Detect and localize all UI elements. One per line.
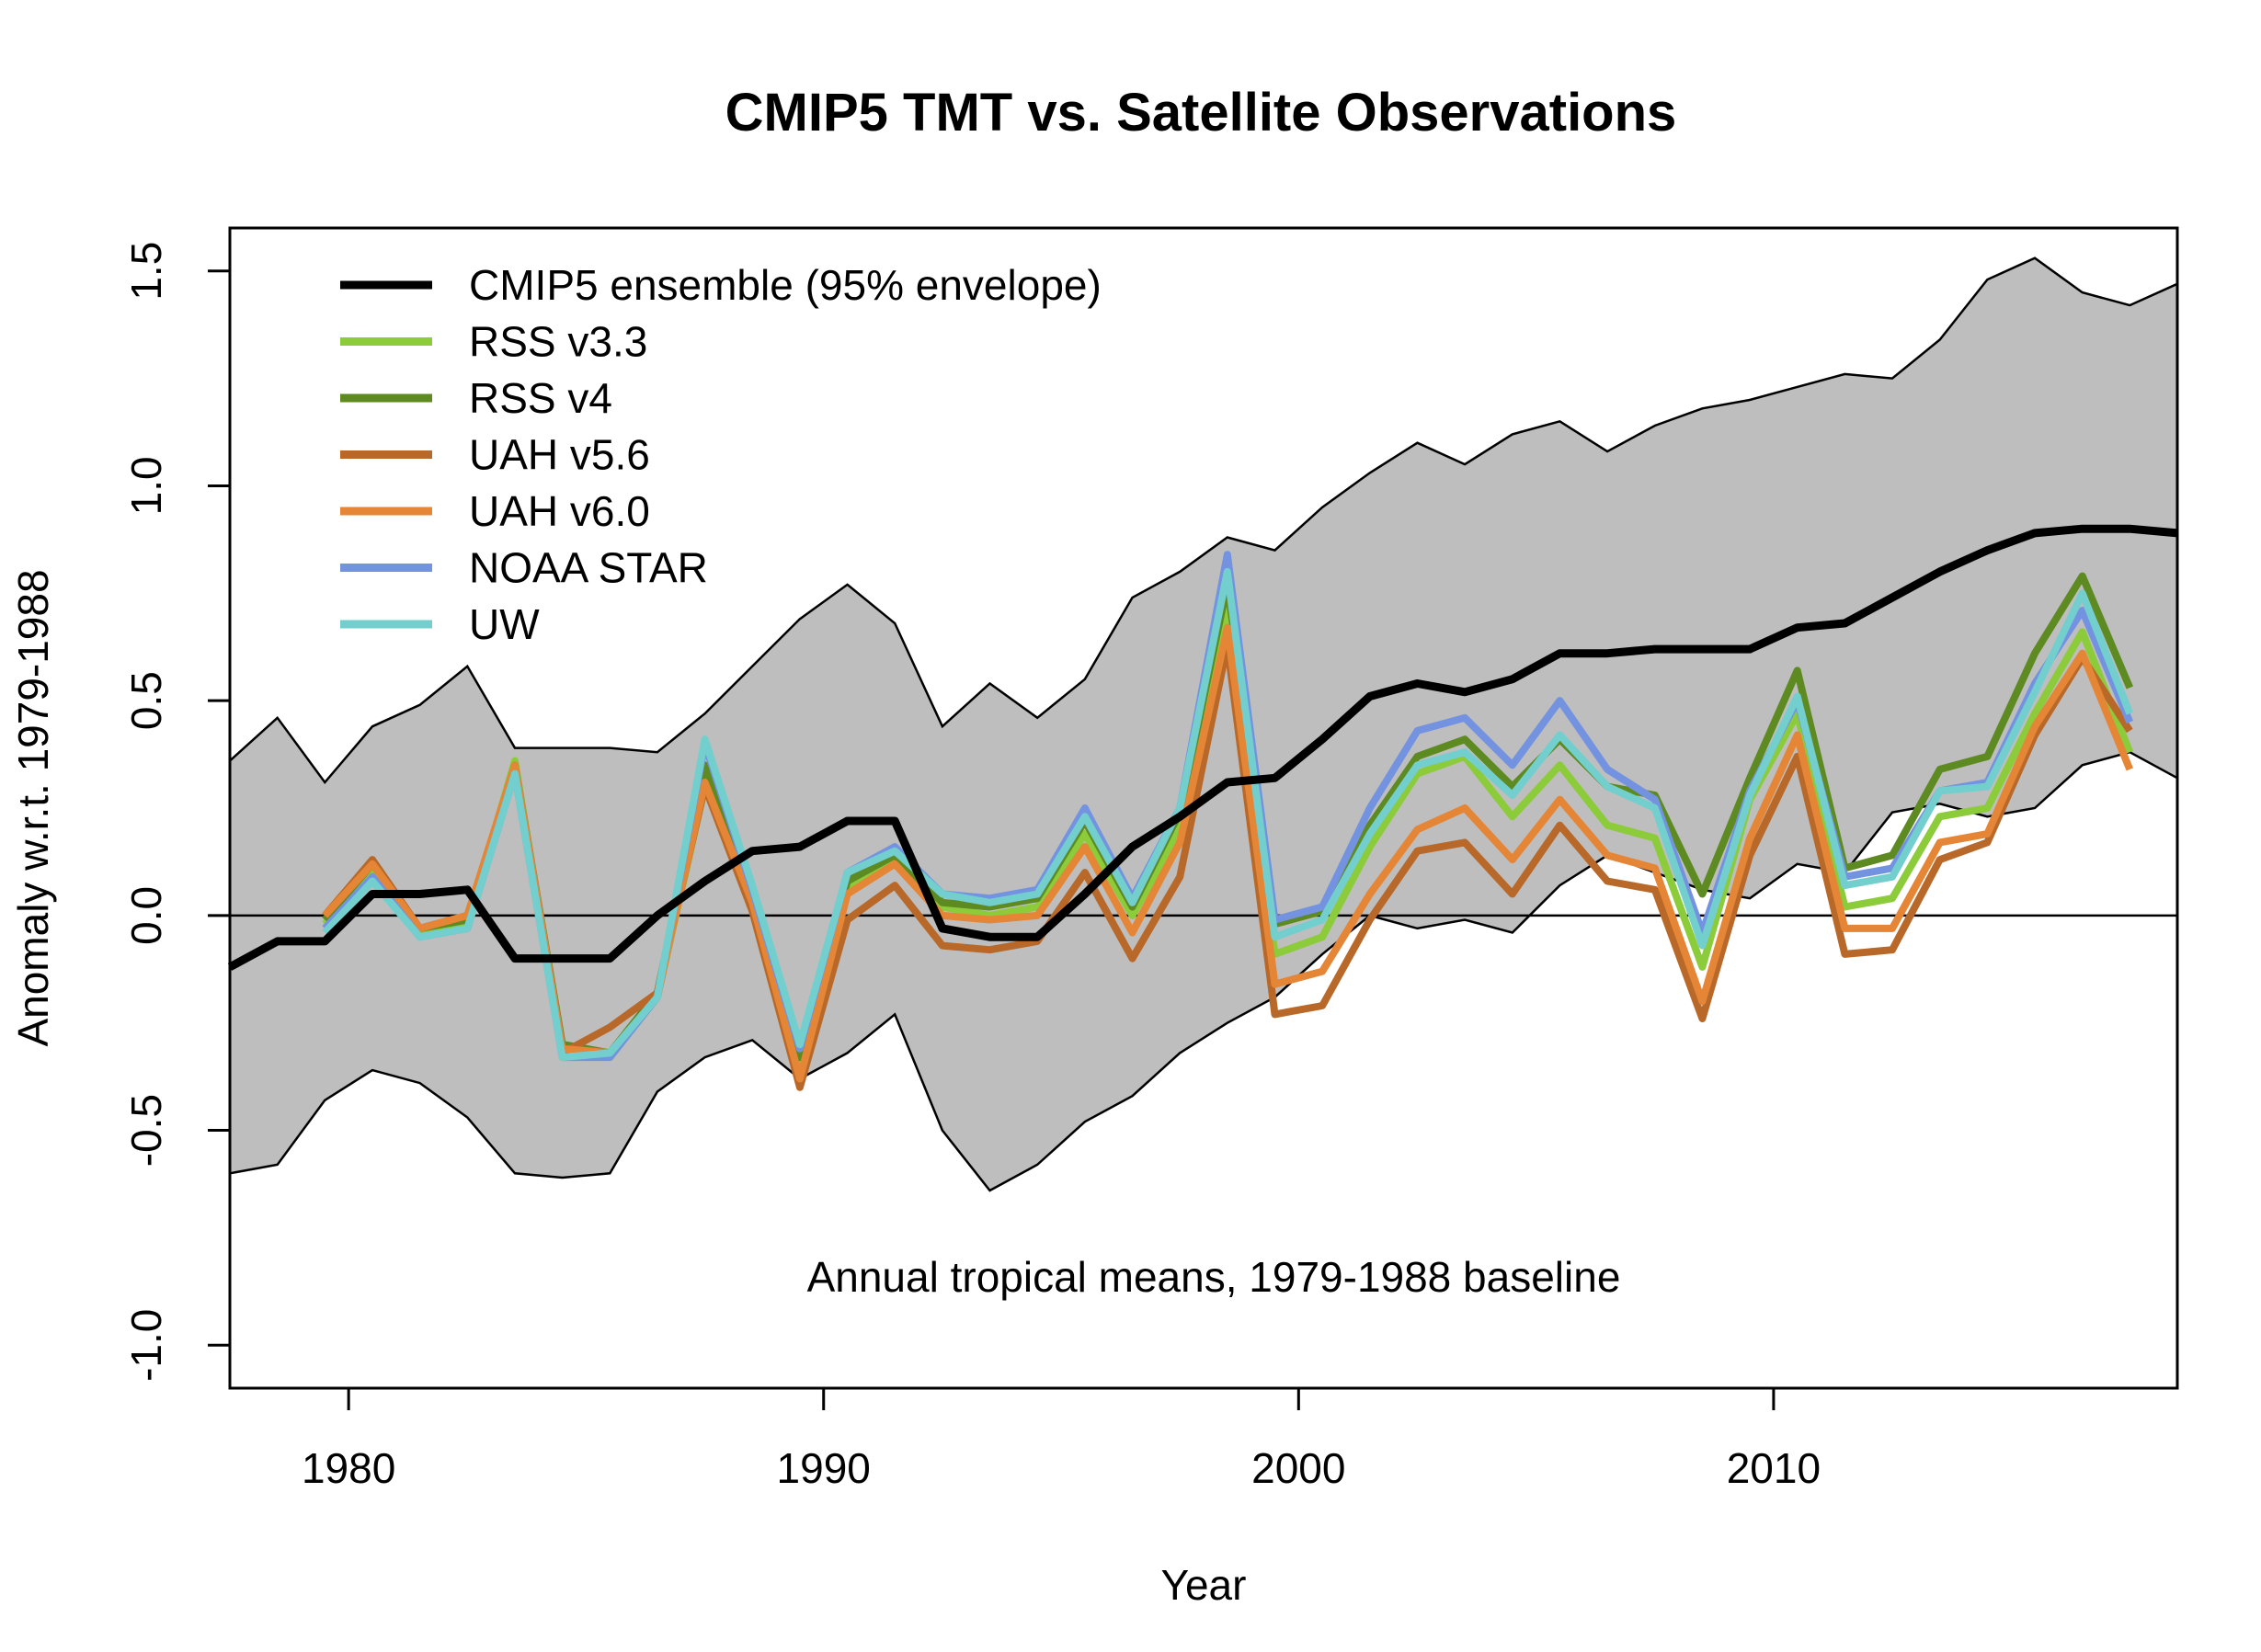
- x-tick-label: 2000: [1251, 1444, 1345, 1492]
- plot-frame: [228, 226, 2179, 1390]
- y-tick-label: -1.0: [122, 1309, 170, 1382]
- legend-label-cmip5-ensemble-95-envelope: CMIP5 ensemble (95% envelope): [469, 261, 1102, 309]
- plot-area: [227, 256, 2178, 1192]
- envelope-upper-line: [229, 256, 2178, 785]
- y-axis-label: Anomaly w.r.t. 1979-1988: [9, 569, 57, 1046]
- chart-title: CMIP5 TMT vs. Satellite Observations: [725, 83, 1677, 142]
- series-line-cmip5-ensemble-95-envelope: [227, 524, 2178, 971]
- y-tick-label: 1.5: [122, 242, 170, 301]
- x-axis-label: Year: [1161, 1561, 1247, 1609]
- legend-label-noaa-star: NOAA STAR: [469, 544, 708, 592]
- chart-annotation: Annual tropical means, 1979-1988 baselin…: [807, 1253, 1621, 1301]
- series-line-uw: [322, 567, 2134, 1062]
- x-axis: 1980 1990 2000 2010: [302, 1388, 1821, 1492]
- y-tick-label: 0.5: [122, 671, 170, 730]
- legend-label-rss-v4: RSS v4: [469, 374, 612, 422]
- y-tick-label: 0.0: [122, 886, 170, 945]
- legend-label-rss-v3-3: RSS v3.3: [469, 318, 647, 366]
- y-tick-label: 1.0: [122, 456, 170, 515]
- legend-label-uw: UW: [469, 600, 540, 648]
- x-tick-label: 1980: [302, 1444, 395, 1492]
- legend: CMIP5 ensemble (95% envelope) RSS v3.3 RSS…: [340, 261, 1102, 648]
- x-tick-label: 2010: [1727, 1444, 1821, 1492]
- x-tick-label: 1990: [777, 1444, 871, 1492]
- y-tick-label: -0.5: [122, 1094, 170, 1167]
- legend-label-uah-v5-6: UAH v5.6: [469, 431, 650, 479]
- y-axis: -1.0 -0.5 0.0 0.5 1.0 1.5: [122, 242, 230, 1382]
- legend-label-uah-v6-0: UAH v6.0: [469, 487, 650, 535]
